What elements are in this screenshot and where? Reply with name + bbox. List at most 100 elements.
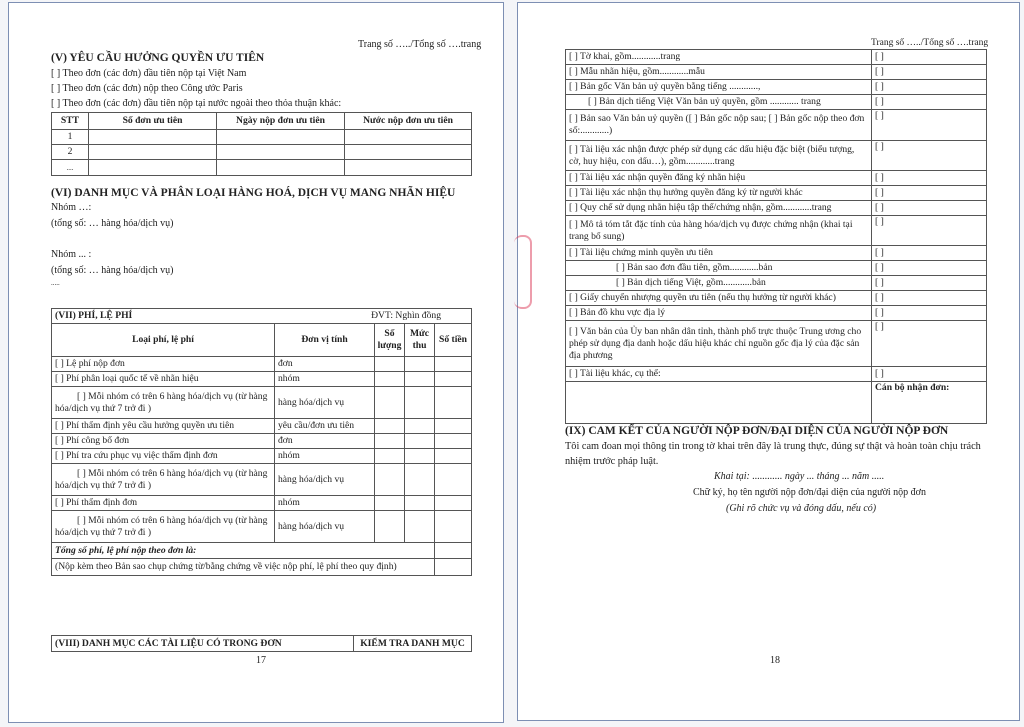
page-18: Trang số …../Tổng số ….trang [ ] Tờ khai… — [514, 2, 1020, 721]
priority-option[interactable]: [ ] Theo đơn (các đơn) nộp theo Công ước… — [51, 83, 243, 94]
document-label[interactable]: [ ] Quy chế sử dụng nhãn hiệu tập thể/ch… — [565, 200, 872, 216]
document-check[interactable]: [ ] — [871, 200, 987, 216]
fee-type[interactable]: [ ] Mỗi nhóm có trên 6 hàng hóa/dịch vụ … — [51, 463, 275, 496]
fee-quantity[interactable] — [374, 386, 405, 419]
document-check[interactable]: [ ] — [871, 320, 987, 367]
fee-rate[interactable] — [404, 448, 435, 464]
document-check[interactable]: [ ] — [871, 140, 987, 171]
page-number: 17 — [256, 655, 266, 666]
fee-rate[interactable] — [404, 433, 435, 449]
fee-quantity[interactable] — [374, 495, 405, 511]
fee-rate[interactable] — [404, 495, 435, 511]
fee-amount[interactable] — [434, 510, 472, 543]
document-label[interactable]: [ ] Tài liệu xác nhận quyền đăng ký nhãn… — [565, 170, 872, 186]
fee-type[interactable]: [ ] Phí thẩm định đơn — [51, 495, 275, 511]
fee-type[interactable]: [ ] Phí công bố đơn — [51, 433, 275, 449]
document-row: [ ] Văn bản của Ủy ban nhân dân tỉnh, th… — [565, 320, 987, 367]
document-check[interactable]: [ ] — [871, 170, 987, 186]
document-label[interactable]: [ ] Bản sao Văn bản uỷ quyền ([ ] Bản gố… — [565, 109, 872, 141]
document-label[interactable]: [ ] Bản sao đơn đầu tiên, gồm...........… — [565, 260, 872, 276]
document-label[interactable]: [ ] Tài liệu xác nhận thụ hưởng quyền đă… — [565, 185, 872, 201]
table-row: 1 — [51, 129, 472, 145]
fee-rate[interactable] — [404, 386, 435, 419]
document-label[interactable]: [ ] Bản đồ khu vực địa lý — [565, 305, 872, 321]
priority-option[interactable]: [ ] Theo đơn (các đơn) đầu tiên nộp tại … — [51, 98, 342, 109]
fee-amount[interactable] — [434, 433, 472, 449]
fee-amount[interactable] — [434, 463, 472, 496]
fee-quantity[interactable] — [374, 510, 405, 543]
document-check[interactable]: [ ] — [871, 64, 987, 80]
document-label[interactable]: [ ] Tài liệu chứng minh quyền ưu tiên — [565, 245, 872, 261]
document-check[interactable]: [ ] — [871, 366, 987, 382]
fee-type[interactable]: [ ] Lệ phí nộp đơn — [51, 356, 275, 372]
document-label[interactable]: [ ] Bản gốc Văn bản uỷ quyền bằng tiếng … — [565, 79, 872, 95]
priority-option[interactable]: [ ] Theo đơn (các đơn) đầu tiên nộp tại … — [51, 68, 247, 79]
fee-unit: nhóm — [274, 495, 375, 511]
document-row: [ ] Tài liệu xác nhận được phép sử dụng … — [565, 140, 987, 171]
table-row: .... — [51, 159, 472, 176]
fee-quantity[interactable] — [374, 371, 405, 387]
document-row: [ ] Giấy chuyển nhượng quyền ưu tiên (nế… — [565, 290, 987, 306]
commitment-statement: Tôi cam đoan mọi thông tin trong tờ khai… — [565, 441, 981, 467]
fee-rate[interactable] — [404, 371, 435, 387]
fees-total-label: Tổng số phí, lệ phí nộp theo đơn là: — [55, 544, 197, 556]
fee-quantity[interactable] — [374, 433, 405, 449]
fee-row: [ ] Mỗi nhóm có trên 6 hàng hóa/dịch vụ … — [51, 510, 472, 543]
page-counter: Trang số …../Tổng số ….trang — [871, 38, 989, 48]
document-label[interactable]: [ ] Mẫu nhãn hiệu, gồm............mẫu — [565, 64, 872, 80]
fee-rate[interactable] — [404, 356, 435, 372]
fees-total-value[interactable] — [434, 542, 472, 559]
fee-amount[interactable] — [434, 371, 472, 387]
fee-unit: nhóm — [274, 448, 375, 464]
document-label[interactable]: [ ] Bản dịch tiếng Việt Văn bản uỷ quyền… — [565, 94, 872, 110]
document-check[interactable]: [ ] — [871, 260, 987, 276]
document-check[interactable]: [ ] — [871, 275, 987, 291]
check-list-label: KIỂM TRA DANH MỤC — [360, 637, 465, 649]
fees-table: (VII) PHÍ, LỆ PHÍ ĐVT: Nghìn đồng Loại ph… — [51, 308, 472, 576]
document-check[interactable]: [ ] — [871, 185, 987, 201]
document-check[interactable]: [ ] — [871, 49, 987, 65]
fee-amount[interactable] — [434, 386, 472, 419]
document-row: [ ] Tài liệu xác nhận quyền đăng ký nhãn… — [565, 170, 987, 186]
fee-type[interactable]: [ ] Phí phân loại quốc tế về nhãn hiệu — [51, 371, 275, 387]
document-check[interactable]: [ ] — [871, 245, 987, 261]
fee-type[interactable]: [ ] Mỗi nhóm có trên 6 hàng hóa/dịch vụ … — [51, 510, 275, 543]
fee-amount[interactable] — [434, 448, 472, 464]
document-label[interactable]: [ ] Giấy chuyển nhượng quyền ưu tiên (nế… — [565, 290, 872, 306]
fee-type[interactable]: [ ] Mỗi nhóm có trên 6 hàng hóa/dịch vụ … — [51, 386, 275, 419]
document-row: [ ] Mẫu nhãn hiệu, gồm............mẫu[ ] — [565, 64, 987, 80]
document-check[interactable]: [ ] — [871, 109, 987, 141]
document-check[interactable]: [ ] — [871, 290, 987, 306]
document-label[interactable]: [ ] Mô tả tóm tắt đặc tính của hàng hóa/… — [565, 215, 872, 246]
fee-amount[interactable] — [434, 356, 472, 372]
document-check[interactable]: [ ] — [871, 94, 987, 110]
fee-row: [ ] Mỗi nhóm có trên 6 hàng hóa/dịch vụ … — [51, 463, 472, 496]
header-stt: STT — [51, 112, 89, 130]
fee-quantity[interactable] — [374, 356, 405, 372]
fee-unit: hàng hóa/dịch vụ — [274, 463, 375, 496]
fee-quantity[interactable] — [374, 448, 405, 464]
place-date[interactable]: Khai tại: ............ ngày ... tháng ..… — [714, 471, 885, 482]
fee-unit: hàng hóa/dịch vụ — [274, 386, 375, 419]
fee-quantity[interactable] — [374, 418, 405, 434]
document-check[interactable]: [ ] — [871, 305, 987, 321]
header-amount: Số tiền — [434, 323, 472, 357]
fee-rate[interactable] — [404, 510, 435, 543]
fee-quantity[interactable] — [374, 463, 405, 496]
document-label[interactable]: [ ] Bản dịch tiếng Việt, gồm............… — [565, 275, 872, 291]
fees-note: (Nộp kèm theo Bản sao chụp chứng từ/bằng… — [51, 558, 435, 576]
document-check[interactable]: [ ] — [871, 79, 987, 95]
document-label[interactable]: [ ] Tài liệu xác nhận được phép sử dụng … — [565, 140, 872, 171]
document-check[interactable]: [ ] — [871, 215, 987, 246]
fee-type[interactable]: [ ] Phí thẩm định yêu cầu hưởng quyền ưu… — [51, 418, 275, 434]
fee-rate[interactable] — [404, 418, 435, 434]
fee-amount[interactable] — [434, 495, 472, 511]
fee-type[interactable]: [ ] Phí tra cứu phục vụ việc thẩm định đ… — [51, 448, 275, 464]
document-label[interactable]: [ ] Tài liệu khác, cụ thể: — [565, 366, 872, 382]
header-quantity: Số lượng — [374, 323, 405, 357]
fee-amount[interactable] — [434, 418, 472, 434]
header-priority-country: Nước nộp đơn ưu tiên — [344, 112, 472, 130]
document-label[interactable]: [ ] Tờ khai, gồm............trang — [565, 49, 872, 65]
fee-rate[interactable] — [404, 463, 435, 496]
document-label[interactable]: [ ] Văn bản của Ủy ban nhân dân tỉnh, th… — [565, 320, 872, 367]
